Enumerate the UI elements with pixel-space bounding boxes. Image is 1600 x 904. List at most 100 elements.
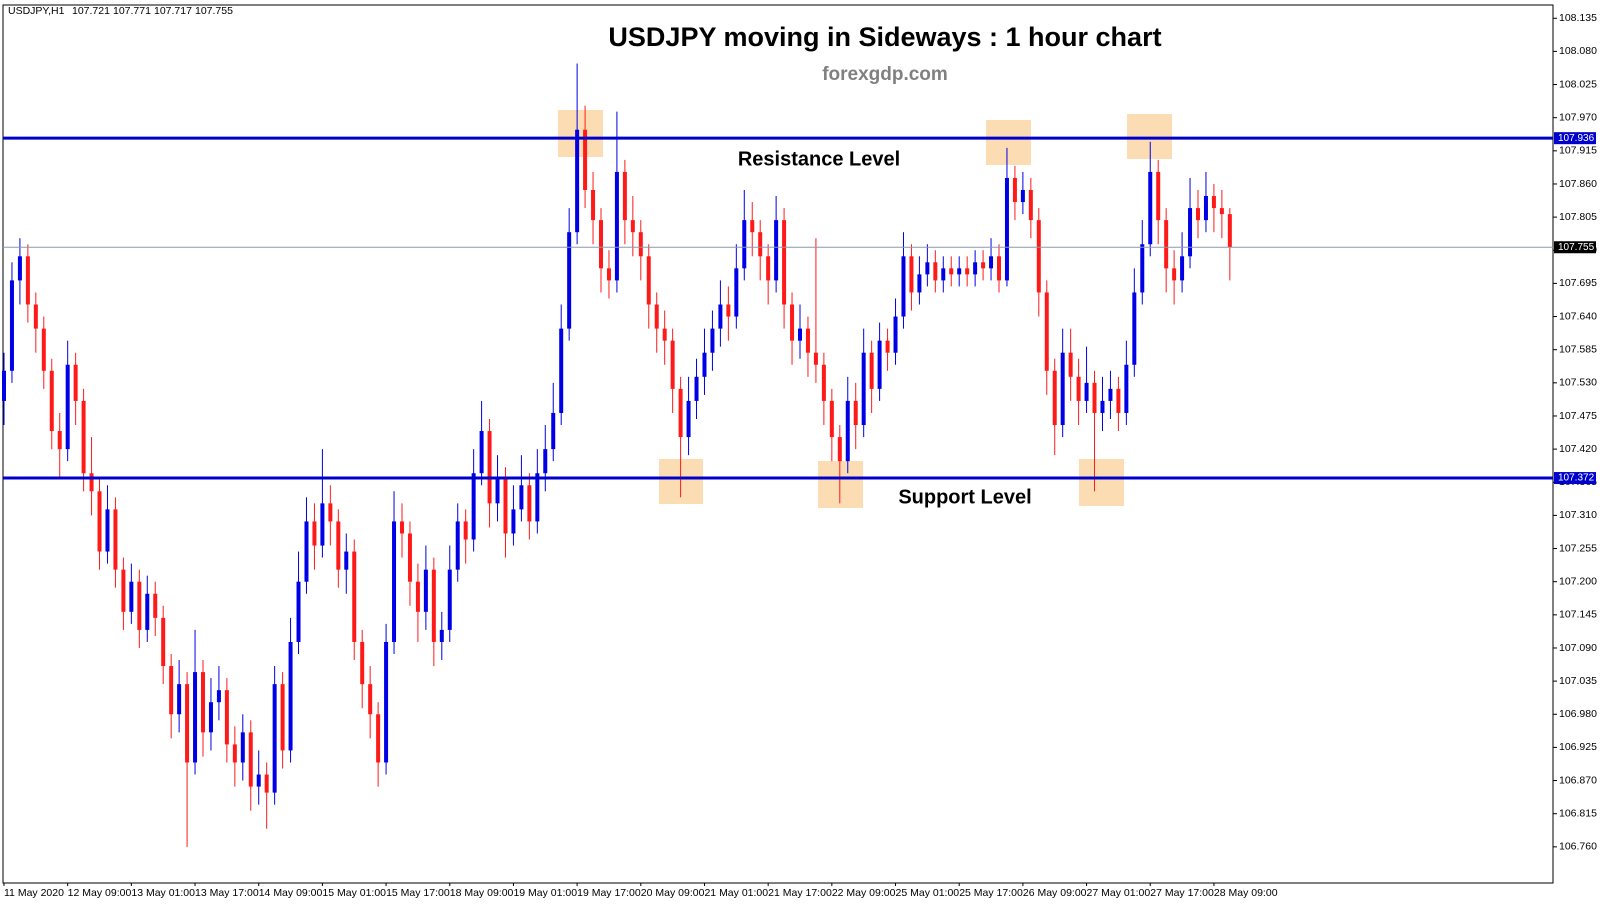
candle-body bbox=[718, 304, 723, 329]
candle-body bbox=[471, 473, 476, 540]
candle-body bbox=[400, 521, 404, 534]
x-tick-label: 18 May 09:00 bbox=[450, 887, 514, 899]
candle-body bbox=[853, 400, 858, 426]
y-tick-label: 108.135 bbox=[1559, 12, 1597, 24]
candle-body bbox=[941, 268, 946, 281]
candle-body bbox=[742, 220, 747, 269]
candle-body bbox=[264, 774, 269, 793]
candle-body bbox=[1108, 388, 1113, 401]
candle-body bbox=[392, 521, 397, 642]
candle-body bbox=[368, 684, 373, 715]
candle-body bbox=[81, 400, 86, 474]
candle-body bbox=[1219, 208, 1224, 215]
candle-body bbox=[1196, 208, 1200, 221]
price-tag bbox=[1554, 132, 1596, 145]
y-tick-label: 106.870 bbox=[1559, 774, 1597, 786]
candle-body bbox=[583, 129, 588, 191]
candle-body bbox=[193, 672, 198, 763]
y-tick-label: 107.860 bbox=[1559, 178, 1597, 190]
price-tag-label: 107.372 bbox=[1558, 473, 1595, 484]
candle-body bbox=[511, 509, 516, 534]
y-tick-label: 107.640 bbox=[1559, 310, 1597, 322]
y-tick-label: 107.475 bbox=[1559, 410, 1597, 422]
candle-body bbox=[1084, 382, 1089, 401]
candle-body bbox=[447, 569, 452, 630]
candle-body bbox=[479, 431, 484, 474]
candle-body bbox=[169, 666, 174, 715]
candle-body bbox=[2, 370, 6, 401]
price-tag bbox=[1554, 241, 1596, 254]
candle-body bbox=[407, 533, 412, 582]
candle-body bbox=[1092, 382, 1097, 413]
candle-body bbox=[288, 641, 293, 751]
candle-body bbox=[455, 521, 460, 570]
candle-body bbox=[1180, 256, 1185, 281]
y-tick-label: 106.980 bbox=[1559, 708, 1597, 720]
candle-body bbox=[1203, 196, 1208, 221]
candle-body bbox=[527, 485, 532, 522]
candle-body bbox=[360, 641, 365, 685]
y-tick-label: 107.255 bbox=[1559, 542, 1597, 554]
candle-body bbox=[734, 268, 739, 317]
x-tick-label: 28 May 09:00 bbox=[1214, 887, 1278, 899]
highlight-boxes bbox=[558, 110, 1172, 508]
candle-body bbox=[670, 340, 675, 389]
candle-body bbox=[750, 220, 755, 233]
candle-body bbox=[877, 340, 882, 389]
candle-body bbox=[694, 376, 699, 401]
candle-body bbox=[1116, 388, 1121, 413]
candle-body bbox=[376, 714, 381, 763]
x-tick-label: 22 May 09:00 bbox=[832, 887, 896, 899]
candle-body bbox=[949, 268, 954, 275]
candle-body bbox=[591, 190, 596, 221]
candle-body bbox=[137, 581, 142, 630]
candle-body bbox=[917, 274, 922, 293]
candle-body bbox=[989, 256, 994, 269]
candle-body bbox=[630, 220, 635, 233]
candle-body bbox=[909, 256, 914, 293]
y-tick-label: 108.025 bbox=[1559, 78, 1597, 90]
candle-body bbox=[431, 569, 436, 642]
candle-body bbox=[893, 316, 898, 353]
candle-body bbox=[559, 328, 564, 413]
candle-body bbox=[1211, 196, 1216, 209]
y-tick-label: 107.090 bbox=[1559, 642, 1597, 654]
y-tick-label: 107.420 bbox=[1559, 443, 1597, 455]
candle-body bbox=[599, 220, 603, 269]
y-tick-label: 108.080 bbox=[1559, 45, 1597, 57]
x-tick-label: 11 May 2020 bbox=[4, 887, 64, 899]
candle-body bbox=[336, 521, 341, 570]
candle-body bbox=[646, 256, 651, 305]
candle-body bbox=[463, 521, 468, 540]
candle-body bbox=[320, 503, 325, 546]
candle-body bbox=[933, 262, 938, 281]
candle-body bbox=[1164, 220, 1169, 269]
ohlc-value: 107.755 bbox=[195, 5, 233, 17]
candle-body bbox=[384, 641, 389, 763]
symbol: USDJPY,H1 bbox=[8, 5, 65, 17]
candle-body bbox=[1068, 352, 1073, 377]
candle-body bbox=[201, 672, 205, 733]
y-tick-label: 107.915 bbox=[1559, 145, 1597, 157]
candle-body bbox=[1100, 400, 1105, 413]
candle-body bbox=[129, 581, 134, 612]
y-tick-label: 107.200 bbox=[1559, 575, 1597, 587]
x-tick-label: 13 May 17:00 bbox=[195, 887, 259, 899]
candle-body bbox=[638, 232, 643, 257]
ohlc-value: 107.771 bbox=[113, 5, 151, 17]
candle-body bbox=[702, 352, 707, 377]
plot-frame bbox=[2, 4, 1554, 884]
y-tick-label: 106.925 bbox=[1559, 741, 1597, 753]
candle-body bbox=[567, 232, 572, 329]
candle-body bbox=[423, 569, 428, 612]
candle-body bbox=[821, 364, 826, 401]
candle-body bbox=[272, 684, 277, 793]
x-tick-label: 27 May 01:00 bbox=[1087, 887, 1151, 899]
y-tick-label: 106.815 bbox=[1559, 807, 1597, 819]
candle-body bbox=[1028, 190, 1033, 221]
candle-body bbox=[535, 473, 540, 522]
candle-body bbox=[1132, 292, 1137, 365]
candle-body bbox=[105, 509, 110, 552]
highlight-box bbox=[818, 461, 863, 508]
resistance-label: Resistance Level bbox=[738, 148, 900, 170]
